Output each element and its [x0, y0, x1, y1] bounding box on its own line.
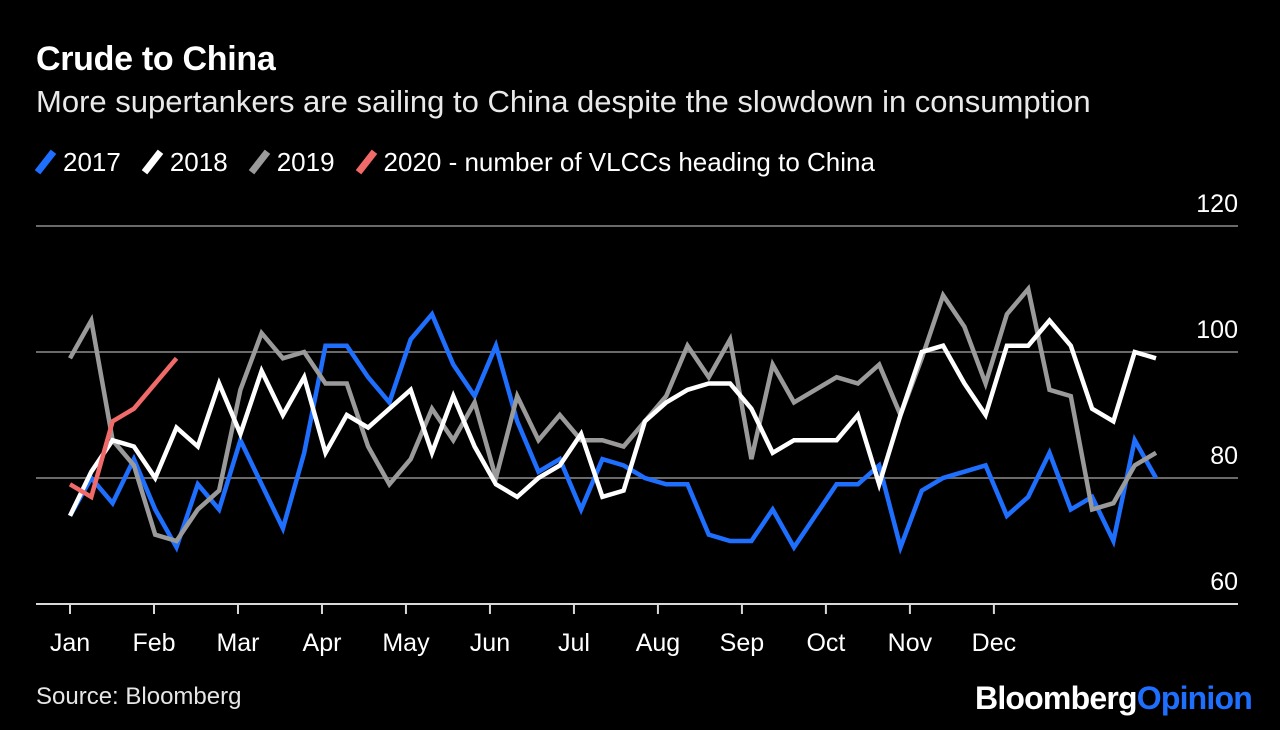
x-tick-label-jun: Jun [470, 629, 510, 657]
legend-item-2020: 2020 - number of VLCCs heading to China [355, 146, 875, 178]
x-tick-label-oct: Oct [806, 629, 845, 657]
legend-item-2019: 2019 [248, 146, 335, 178]
brand-opinion: Opinion [1136, 680, 1253, 716]
x-tick-label-dec: Dec [972, 629, 1016, 657]
series-line-2019 [68, 284, 1158, 544]
legend-label-2020: 2020 - number of VLCCs heading to China [383, 146, 875, 177]
legend-label-2019: 2019 [276, 146, 335, 177]
chart-legend: 2017 2018 2019 2020 - number of VLCCs he… [34, 144, 897, 180]
legend-label-2017: 2017 [63, 146, 121, 177]
x-tick-label-feb: Feb [132, 629, 175, 657]
chart-subtitle: More supertankers are sailing to China d… [36, 84, 1091, 119]
x-tick-label-apr: Apr [303, 629, 342, 657]
x-tick-label-mar: Mar [216, 629, 259, 657]
x-tick-label-aug: Aug [636, 629, 680, 657]
series-line-2017 [68, 309, 1158, 555]
y-tick-label-80: 80 [1210, 442, 1238, 470]
brand-logo: BloombergOpinion [975, 680, 1253, 717]
x-tick-label-nov: Nov [888, 629, 933, 657]
x-tick-label-sep: Sep [720, 629, 764, 657]
y-tick-label-60: 60 [1210, 568, 1238, 596]
y-tick-label-100: 100 [1196, 316, 1238, 344]
source-note: Source: Bloomberg [36, 683, 242, 710]
legend-item-2017: 2017 [34, 146, 121, 178]
chart-title: Crude to China [36, 40, 276, 78]
x-tick-label-may: May [382, 629, 430, 657]
series-line-2018 [67, 317, 1157, 517]
series-line-2020 [68, 356, 179, 501]
legend-item-2018: 2018 [141, 146, 228, 178]
brand-bloomberg: Bloomberg [975, 680, 1138, 716]
y-tick-label-120: 120 [1196, 190, 1238, 218]
legend-label-2018: 2018 [169, 146, 228, 177]
x-tick-label-jan: Jan [50, 629, 90, 657]
x-tick-label-jul: Jul [558, 629, 590, 657]
